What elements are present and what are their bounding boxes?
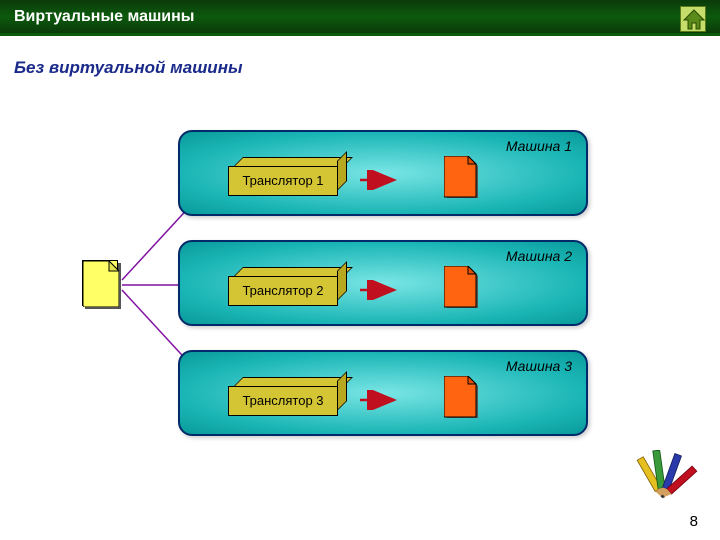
header-bar: Виртуальные машины — [0, 0, 720, 36]
subtitle: Без виртуальной машины — [14, 58, 720, 78]
machine-box-2: Машина 2 Транслятор 2 — [178, 240, 588, 326]
machine-box-1: Машина 1 Транслятор 1 — [178, 130, 588, 216]
source-document-icon — [82, 260, 120, 308]
translator-label: Транслятор 2 — [228, 276, 338, 306]
output-document-icon — [444, 156, 478, 198]
arrow-icon — [356, 390, 416, 410]
machine-label: Машина 3 — [506, 358, 572, 374]
arrow-icon — [356, 170, 416, 190]
translator-box-2: Транслятор 2 — [228, 276, 338, 306]
page-title: Виртуальные машины — [14, 8, 194, 25]
output-document-icon — [444, 376, 478, 418]
machine-box-3: Машина 3 Транслятор 3 — [178, 350, 588, 436]
machine-label: Машина 1 — [506, 138, 572, 154]
translator-label: Транслятор 1 — [228, 166, 338, 196]
page-number: 8 — [690, 513, 698, 530]
translator-label: Транслятор 3 — [228, 386, 338, 416]
machine-label: Машина 2 — [506, 248, 572, 264]
arrow-icon — [356, 280, 416, 300]
pencils-icon — [628, 450, 698, 504]
translator-box-1: Транслятор 1 — [228, 166, 338, 196]
home-icon[interactable] — [680, 6, 706, 32]
diagram-area: Машина 1 Транслятор 1 Машина 2 Транслято… — [0, 120, 720, 500]
output-document-icon — [444, 266, 478, 308]
translator-box-3: Транслятор 3 — [228, 386, 338, 416]
